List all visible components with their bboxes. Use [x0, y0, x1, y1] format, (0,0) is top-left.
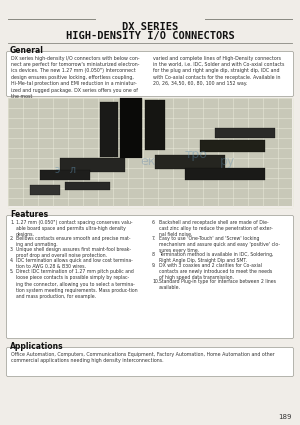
Bar	[30, 185, 60, 195]
Text: 10.: 10.	[152, 279, 159, 284]
Text: Direct IDC termination of 1.27 mm pitch public and
loose piece contacts is possi: Direct IDC termination of 1.27 mm pitch …	[16, 269, 138, 299]
Text: Easy to use 'One-Touch' and 'Screw' locking
mechanism and assure quick and easy : Easy to use 'One-Touch' and 'Screw' lock…	[159, 236, 280, 253]
Text: Backshell and receptacle shell are made of Die-
cast zinc alloy to reduce the pe: Backshell and receptacle shell are made …	[159, 220, 273, 238]
Text: 6.: 6.	[152, 220, 157, 225]
Text: 1.27 mm (0.050") contact spacing conserves valu-
able board space and permits ul: 1.27 mm (0.050") contact spacing conserv…	[16, 220, 133, 238]
Bar	[200, 140, 265, 152]
Bar	[155, 155, 225, 169]
Text: 1.: 1.	[10, 220, 14, 225]
FancyBboxPatch shape	[7, 215, 293, 338]
FancyBboxPatch shape	[7, 348, 293, 377]
Bar	[185, 168, 265, 180]
Text: Termination method is available in IDC, Soldering,
Right Angle Dip, Straight Dip: Termination method is available in IDC, …	[159, 252, 274, 263]
Bar	[40, 170, 90, 180]
Bar	[215, 128, 275, 138]
Text: Unique shell design assures first maint-fool break-
proof drop and overall noise: Unique shell design assures first maint-…	[16, 247, 131, 258]
Text: 9.: 9.	[152, 263, 156, 268]
Text: IDC termination allows quick and low cost termina-
tion to AWG 0.28 & B30 wires.: IDC termination allows quick and low cos…	[16, 258, 133, 269]
Bar	[120, 98, 142, 158]
Text: 2.: 2.	[10, 236, 14, 241]
Text: 3.: 3.	[10, 247, 14, 252]
Text: DX with 3 coaxies and 2 clarities for Co-axial
contacts are newly introduced to : DX with 3 coaxies and 2 clarities for Co…	[159, 263, 272, 280]
Bar	[60, 158, 125, 172]
Text: Applications: Applications	[10, 342, 64, 351]
Text: varied and complete lines of High-Density connectors
in the world, i.e. IDC, Sol: varied and complete lines of High-Densit…	[153, 56, 284, 86]
Text: 8.: 8.	[152, 252, 157, 257]
Text: Features: Features	[10, 210, 48, 219]
Bar	[100, 102, 118, 157]
FancyBboxPatch shape	[7, 51, 293, 96]
Text: DX series high-density I/O connectors with below con-
nect are perfect for tomor: DX series high-density I/O connectors wi…	[11, 56, 140, 99]
Text: ру: ру	[220, 155, 235, 168]
Text: Bellows contacts ensure smooth and precise mat-
ing and unmating.: Bellows contacts ensure smooth and preci…	[16, 236, 130, 247]
Text: 7.: 7.	[152, 236, 157, 241]
Text: э   л: э л	[55, 165, 76, 175]
Text: ек: ек	[140, 155, 155, 168]
Bar	[145, 100, 165, 150]
Text: Office Automation, Computers, Communications Equipment, Factory Automation, Home: Office Automation, Computers, Communicat…	[11, 352, 274, 363]
Text: тро: тро	[185, 148, 208, 161]
Text: HIGH-DENSITY I/O CONNECTORS: HIGH-DENSITY I/O CONNECTORS	[66, 31, 234, 41]
Text: 5.: 5.	[10, 269, 14, 274]
Text: General: General	[10, 46, 44, 55]
Bar	[65, 182, 110, 190]
Text: Standard Plug-in type for interface between 2 lines
available.: Standard Plug-in type for interface betw…	[159, 279, 276, 290]
Bar	[8, 98, 292, 206]
Text: 4.: 4.	[10, 258, 14, 263]
Text: DX SERIES: DX SERIES	[122, 22, 178, 32]
Text: 189: 189	[278, 414, 292, 420]
